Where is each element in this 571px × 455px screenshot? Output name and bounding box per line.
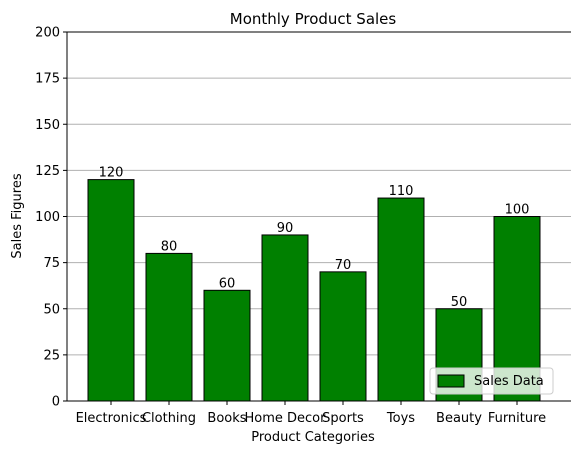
bar-value-label: 70 — [335, 258, 352, 273]
legend-swatch — [437, 374, 465, 388]
bar-value-label: 90 — [277, 221, 294, 236]
bar-value-labels: 120 80 60 90 70 110 50 100 — [99, 166, 530, 310]
bar-value-label: 110 — [389, 184, 414, 199]
y-tick-label: 100 — [35, 210, 60, 225]
x-tick-label: Sports — [322, 411, 364, 426]
y-tick-label: 0 — [52, 395, 60, 410]
y-axis-label: Sales Figures — [10, 173, 25, 258]
x-tick-label: Clothing — [142, 411, 196, 426]
bar — [319, 271, 367, 402]
x-tick-label: Books — [207, 411, 246, 426]
x-tick-label: Home Decor — [245, 411, 327, 426]
y-tick-label: 175 — [35, 72, 60, 87]
legend: Sales Data — [429, 367, 554, 395]
x-tick-label: Toys — [386, 411, 415, 426]
bar — [87, 179, 135, 402]
legend-label: Sales Data — [474, 374, 544, 389]
y-tick-label: 200 — [35, 26, 60, 41]
bar — [203, 289, 251, 402]
bar — [261, 234, 309, 402]
bar-value-label: 80 — [161, 239, 178, 254]
bar — [377, 197, 425, 402]
y-tick-label: 75 — [43, 256, 60, 271]
y-axis-ticks: 0 25 50 75 100 125 150 175 200 — [35, 26, 67, 410]
x-tick-label: Beauty — [436, 411, 482, 426]
bar-value-label: 120 — [99, 166, 124, 181]
chart-title: Monthly Product Sales — [230, 10, 397, 28]
x-axis-label: Product Categories — [251, 430, 375, 445]
x-tick-label: Furniture — [488, 411, 546, 426]
bar — [145, 252, 193, 402]
y-tick-label: 125 — [35, 164, 60, 179]
x-tick-label: Electronics — [76, 411, 147, 426]
bar-value-label: 60 — [219, 276, 236, 291]
bar-value-label: 100 — [505, 203, 530, 218]
bar-value-label: 50 — [451, 295, 468, 310]
y-tick-label: 50 — [43, 302, 60, 317]
y-tick-label: 25 — [43, 348, 60, 363]
y-tick-label: 150 — [35, 118, 60, 133]
